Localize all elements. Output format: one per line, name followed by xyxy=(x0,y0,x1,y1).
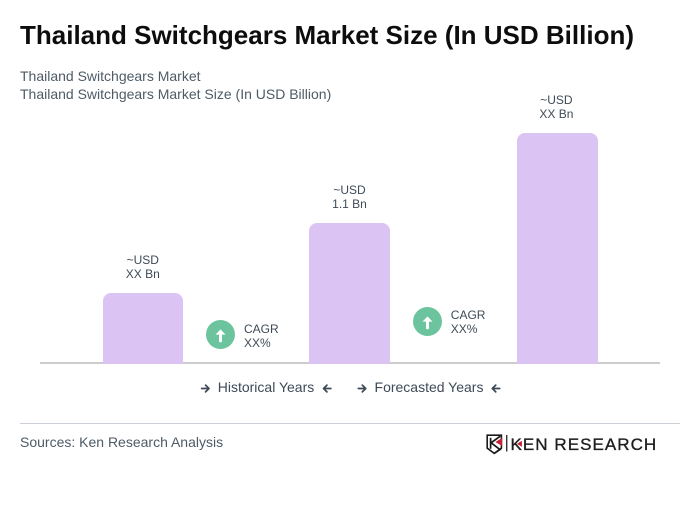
svg-text:KEN RESEARCH: KEN RESEARCH xyxy=(511,435,658,454)
